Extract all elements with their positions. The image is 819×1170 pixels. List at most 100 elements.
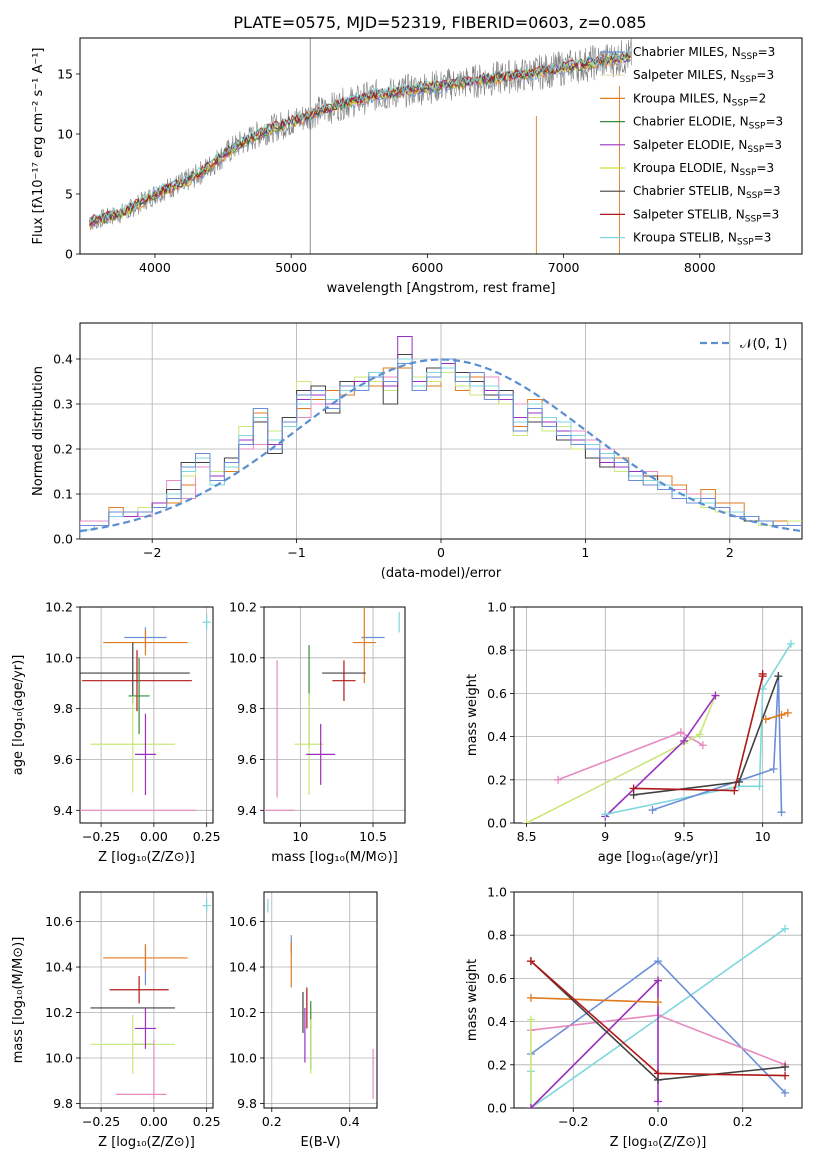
errorbar-point <box>103 944 188 972</box>
errorbar-point <box>352 607 376 684</box>
legend-label-suffix: =3 <box>754 231 772 245</box>
y-tick-label: 0.8 <box>487 928 507 943</box>
age-vs-metallicity-panel: −0.25 0.00 0.25 9.4 9.6 9.8 10.0 10.2 Z [log₁₀(Z… <box>11 600 221 866</box>
legend-label-main: Chabrier STELIB, N <box>633 184 746 198</box>
series-marker <box>761 715 770 724</box>
y-tick-label: 10.0 <box>229 1050 257 1065</box>
legend-label-main: Chabrier MILES, N <box>633 45 741 59</box>
legend-label: Chabrier ELODIE, NSSP=3 <box>633 115 783 132</box>
y-tick-label: 10 <box>57 127 73 142</box>
errorbar-point <box>109 976 169 1004</box>
axes-frame <box>79 606 214 824</box>
y-tick-label: 9.6 <box>237 752 257 767</box>
series-marker <box>526 1015 535 1024</box>
errorbar-point <box>332 660 356 702</box>
legend-label: Salpeter STELIB, NSSP=3 <box>633 207 779 224</box>
x-tick-label: 8.5 <box>517 829 537 844</box>
series-line <box>526 695 717 823</box>
series-marker <box>629 784 638 793</box>
series-marker <box>679 736 688 745</box>
legend-label-main: Kroupa ELODIE, N <box>633 161 740 175</box>
x-tick-label: 1 <box>581 545 589 560</box>
y-tick-label: 9.8 <box>53 1096 73 1111</box>
series-marker <box>774 672 783 681</box>
y-tick-label: 0.8 <box>487 643 507 658</box>
series-marker <box>777 711 786 719</box>
mass-vs-metallicity-panel: −0.25 0.00 0.25 9.8 10.0 10.2 10.4 10.6 Z [log₁₀… <box>11 891 221 1150</box>
series-marker <box>526 993 535 1002</box>
series-marker <box>554 775 563 784</box>
y-tick-label: 0.6 <box>487 971 507 986</box>
y-tick-label: 9.8 <box>237 1096 257 1111</box>
legend-label-suffix: =2 <box>749 91 767 105</box>
y-tick-label: 9.4 <box>53 803 73 818</box>
plot-area <box>526 924 790 1108</box>
y-tick-label: 1.0 <box>487 600 507 615</box>
errorbar-point <box>90 1014 175 1074</box>
y-axis-label: age [log₁₀(age/yr)] <box>11 655 26 776</box>
series-marker <box>654 1097 662 1106</box>
y-tick-label: 10.0 <box>45 650 73 665</box>
y-axis-label: mass weight <box>465 959 480 1041</box>
errorbar-point <box>202 614 211 630</box>
x-axis-label: mass [log₁₀(M/M⊙)] <box>271 850 398 865</box>
model-spectrum-line <box>89 51 631 225</box>
y-tick-label: 15 <box>57 67 73 82</box>
y-tick-label: 9.4 <box>237 803 257 818</box>
series-marker <box>786 639 795 648</box>
x-axis-label: Z [log₁₀(Z/Z⊙)] <box>610 1135 707 1150</box>
legend-label-main: Salpeter STELIB, N <box>633 207 745 221</box>
y-tick-label: 10.4 <box>229 960 257 975</box>
errorbar-point <box>202 898 211 913</box>
series-marker <box>781 1071 790 1080</box>
age-vs-mass-panel: 10 10.5 9.4 9.6 9.8 10.0 10.2 mass [log₁₀(M/M⊙)… <box>229 600 406 865</box>
x-axis-label: Z [log₁₀(Z/Z⊙)] <box>98 850 195 865</box>
legend-label-sub: SSP <box>732 98 749 108</box>
x-tick-label: 0 <box>437 545 445 560</box>
normal-curve <box>80 358 802 533</box>
y-tick-label: 10.0 <box>45 1050 73 1065</box>
legend-label: Chabrier STELIB, NSSP=3 <box>633 184 781 201</box>
legend-label-sub: SSP <box>749 122 766 132</box>
series-line <box>530 997 659 1003</box>
y-tick-label: 10.6 <box>229 914 257 929</box>
x-tick-label: 0.0 <box>648 1114 668 1129</box>
x-tick-label: 9.5 <box>674 829 694 844</box>
legend-label-sub: SSP <box>745 214 762 224</box>
series-marker <box>526 957 535 966</box>
series-marker <box>654 957 662 966</box>
y-tick-label: 10.2 <box>45 600 73 615</box>
series-marker <box>698 741 707 750</box>
series-marker <box>711 691 720 700</box>
x-tick-label: −0.2 <box>558 1114 588 1129</box>
legend-label-suffix: =3 <box>764 138 782 152</box>
y-tick-label: 5 <box>65 187 73 202</box>
axes-frame <box>263 606 406 824</box>
x-axis-label: age [log₁₀(age/yr)] <box>598 850 719 865</box>
y-tick-label: 1.0 <box>487 885 507 900</box>
plot-area <box>80 614 211 811</box>
legend-label: Chabrier MILES, NSSP=3 <box>633 45 775 62</box>
x-tick-label: −0.25 <box>82 829 120 844</box>
legend-label-main: Salpeter ELODIE, N <box>633 138 747 152</box>
series-marker <box>777 808 786 817</box>
axes-frame <box>79 322 803 540</box>
legend-label-suffix: =3 <box>758 45 776 59</box>
legend-label-sub: SSP <box>740 75 757 85</box>
series-marker <box>783 708 792 717</box>
y-tick-label: 0.1 <box>53 487 73 502</box>
y-tick-label: 10.2 <box>229 1005 257 1020</box>
series-marker <box>526 1104 535 1108</box>
series-marker <box>601 810 610 819</box>
legend-label-main: Salpeter MILES, N <box>633 68 740 82</box>
x-tick-label: 10.5 <box>359 829 387 844</box>
legend-label: 𝒩(0, 1) <box>740 337 787 352</box>
y-tick-label: 9.8 <box>237 701 257 716</box>
y-tick-label: 0.2 <box>53 442 73 457</box>
legend-label-sub: SSP <box>747 145 764 155</box>
errorbar-point <box>103 629 188 656</box>
plot-area <box>264 607 400 811</box>
errorbar-point <box>80 642 190 704</box>
x-tick-label: 0.25 <box>193 829 221 844</box>
legend-label-main: Kroupa MILES, N <box>633 91 732 105</box>
